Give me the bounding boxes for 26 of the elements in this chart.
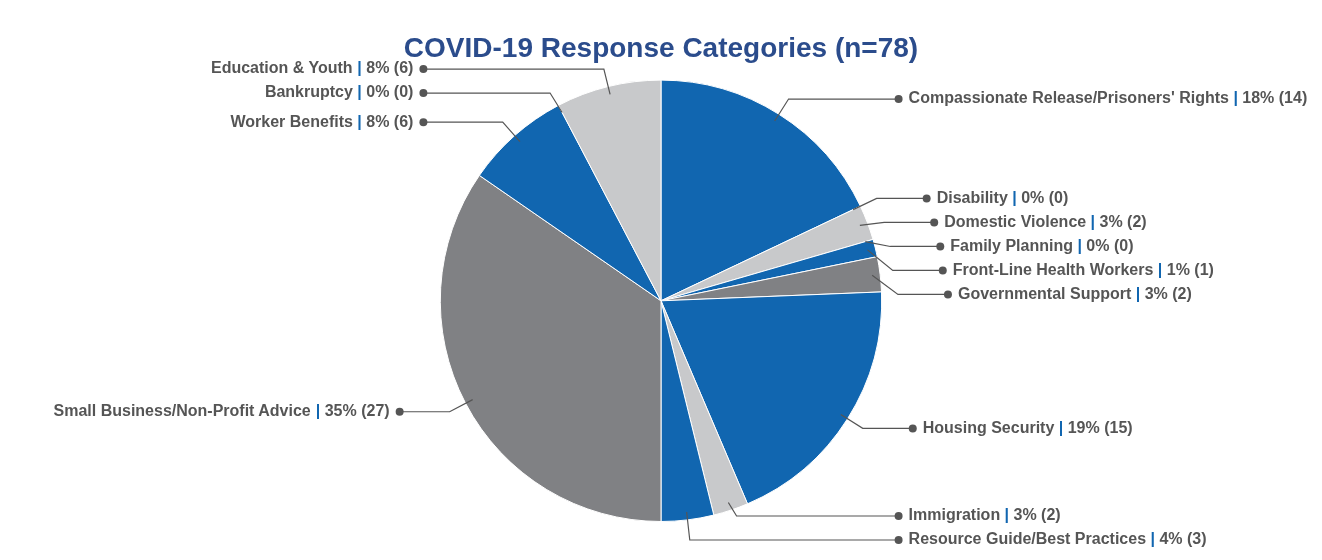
text: | 0% (0) — [357, 83, 414, 101]
slice-label: Small Business/Non-Profit Advice — [53, 402, 316, 420]
slice-label: Worker Benefits — [230, 112, 358, 130]
data-label: | 3% (2) — [1090, 212, 1147, 230]
data-label: | 18% (14) — [1233, 89, 1308, 107]
legend-label: Family Planning — [950, 236, 1078, 254]
data-label: | 3% (2) — [1004, 506, 1061, 524]
data-label: | 19% (15) — [1058, 418, 1133, 436]
slice-label: Front-Line Health Workers — [952, 260, 1158, 278]
data-label: | 8% (6) — [357, 59, 414, 77]
data-label: | 8% (6) — [357, 112, 414, 130]
slice-label: Compassionate Release/Prisoners' Rights — [908, 89, 1234, 107]
slice-label: Domestic Violence — [944, 212, 1091, 230]
slice-label: Resource Guide/Best Practices — [908, 530, 1151, 548]
slice-label: Immigration — [908, 506, 1005, 524]
slice-label: Housing Security — [922, 418, 1059, 436]
category-label: Bankruptcy — [264, 83, 353, 101]
slice-label: Education & Youth — [211, 59, 358, 77]
slice-label: Governmental Support — [957, 284, 1136, 302]
data-label: | 1% (1) — [1157, 260, 1214, 278]
data-label: | 3% (2) — [1135, 284, 1192, 302]
text: | 0% (0) — [1012, 188, 1069, 206]
text: | 0% (0) — [1077, 236, 1134, 254]
data-label: | 35% (27) — [315, 402, 390, 420]
legend-label: Disability — [936, 188, 1013, 206]
data-label: | 4% (3) — [1150, 530, 1207, 548]
